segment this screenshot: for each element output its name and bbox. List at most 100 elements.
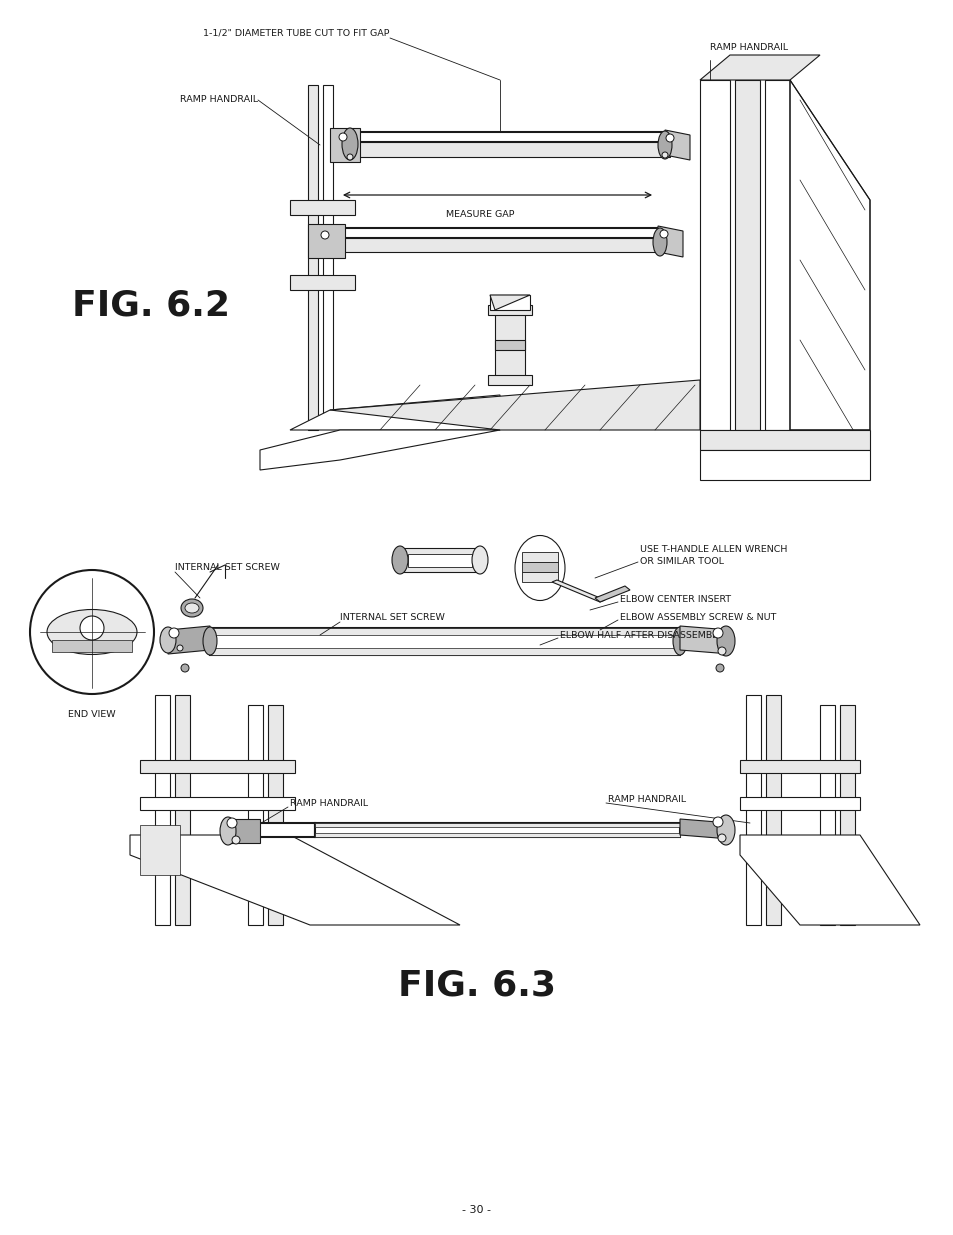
Ellipse shape bbox=[181, 599, 203, 618]
Polygon shape bbox=[734, 80, 760, 430]
Polygon shape bbox=[521, 552, 558, 562]
Text: MEASURE GAP: MEASURE GAP bbox=[445, 210, 514, 219]
Polygon shape bbox=[339, 132, 669, 142]
Ellipse shape bbox=[658, 131, 671, 159]
Text: ELBOW HALF AFTER DISASSEMBLY: ELBOW HALF AFTER DISASSEMBLY bbox=[559, 631, 721, 640]
Polygon shape bbox=[700, 56, 820, 80]
Polygon shape bbox=[740, 797, 859, 810]
Polygon shape bbox=[168, 626, 210, 655]
Circle shape bbox=[712, 818, 722, 827]
Text: ELBOW CENTER INSERT: ELBOW CENTER INSERT bbox=[619, 595, 730, 604]
Ellipse shape bbox=[717, 626, 734, 656]
Polygon shape bbox=[679, 819, 729, 839]
Circle shape bbox=[177, 645, 183, 651]
Circle shape bbox=[718, 647, 725, 655]
Text: ELBOW ASSEMBLY SCREW & NUT: ELBOW ASSEMBLY SCREW & NUT bbox=[619, 614, 776, 622]
Ellipse shape bbox=[515, 536, 564, 600]
Polygon shape bbox=[260, 430, 499, 471]
Ellipse shape bbox=[392, 546, 408, 574]
Polygon shape bbox=[700, 450, 869, 480]
Polygon shape bbox=[225, 819, 260, 844]
Text: RAMP HANDRAIL: RAMP HANDRAIL bbox=[180, 95, 257, 105]
Polygon shape bbox=[740, 835, 919, 925]
Polygon shape bbox=[140, 797, 294, 810]
Polygon shape bbox=[408, 555, 472, 567]
Polygon shape bbox=[521, 572, 558, 582]
Polygon shape bbox=[52, 640, 132, 652]
Ellipse shape bbox=[672, 627, 686, 655]
Polygon shape bbox=[745, 695, 760, 925]
Polygon shape bbox=[488, 305, 532, 315]
Polygon shape bbox=[268, 705, 283, 925]
Text: OR SIMILAR TOOL: OR SIMILAR TOOL bbox=[639, 557, 723, 567]
Circle shape bbox=[181, 664, 189, 672]
Circle shape bbox=[338, 133, 347, 141]
Text: END VIEW: END VIEW bbox=[68, 710, 115, 719]
Ellipse shape bbox=[717, 815, 734, 845]
Polygon shape bbox=[323, 85, 333, 420]
Text: FIG. 6.2: FIG. 6.2 bbox=[71, 288, 230, 322]
Circle shape bbox=[712, 629, 722, 638]
Polygon shape bbox=[290, 275, 355, 290]
Polygon shape bbox=[248, 705, 263, 925]
Polygon shape bbox=[308, 85, 317, 430]
Ellipse shape bbox=[47, 610, 137, 655]
Polygon shape bbox=[490, 295, 530, 310]
Text: RAMP HANDRAIL: RAMP HANDRAIL bbox=[290, 799, 368, 808]
Polygon shape bbox=[490, 295, 530, 310]
Circle shape bbox=[659, 230, 667, 238]
Circle shape bbox=[716, 664, 723, 672]
Polygon shape bbox=[319, 238, 664, 252]
Polygon shape bbox=[552, 580, 604, 601]
Polygon shape bbox=[290, 395, 499, 430]
Polygon shape bbox=[700, 430, 869, 450]
Polygon shape bbox=[740, 760, 859, 773]
Polygon shape bbox=[330, 128, 359, 162]
Ellipse shape bbox=[334, 131, 346, 157]
Ellipse shape bbox=[314, 227, 326, 252]
Polygon shape bbox=[700, 80, 729, 430]
Polygon shape bbox=[521, 562, 558, 572]
Polygon shape bbox=[840, 705, 854, 925]
Circle shape bbox=[30, 571, 153, 694]
Text: FIG. 6.3: FIG. 6.3 bbox=[397, 968, 556, 1002]
Text: 1-1/2" DIAMETER TUBE CUT TO FIT GAP: 1-1/2" DIAMETER TUBE CUT TO FIT GAP bbox=[203, 28, 390, 38]
Polygon shape bbox=[174, 695, 190, 925]
Ellipse shape bbox=[203, 627, 216, 655]
Circle shape bbox=[718, 834, 725, 842]
Polygon shape bbox=[495, 340, 524, 350]
Polygon shape bbox=[314, 823, 679, 837]
Polygon shape bbox=[210, 629, 679, 635]
Polygon shape bbox=[339, 142, 669, 157]
Ellipse shape bbox=[341, 128, 357, 161]
Polygon shape bbox=[789, 80, 869, 430]
Polygon shape bbox=[314, 832, 679, 837]
Circle shape bbox=[661, 152, 667, 158]
Polygon shape bbox=[495, 310, 524, 380]
Polygon shape bbox=[820, 705, 834, 925]
Circle shape bbox=[169, 629, 179, 638]
Text: RAMP HANDRAIL: RAMP HANDRAIL bbox=[709, 43, 787, 52]
Polygon shape bbox=[210, 648, 679, 655]
Polygon shape bbox=[765, 695, 781, 925]
Polygon shape bbox=[130, 835, 459, 925]
Ellipse shape bbox=[220, 818, 235, 845]
Polygon shape bbox=[314, 823, 679, 827]
Polygon shape bbox=[308, 224, 345, 258]
Circle shape bbox=[665, 135, 673, 142]
Polygon shape bbox=[290, 200, 355, 215]
Polygon shape bbox=[154, 695, 170, 925]
Circle shape bbox=[227, 818, 236, 827]
Text: - 30 -: - 30 - bbox=[462, 1205, 491, 1215]
Ellipse shape bbox=[652, 228, 666, 256]
Text: INTERNAL SET SCREW: INTERNAL SET SCREW bbox=[174, 563, 279, 573]
Polygon shape bbox=[330, 380, 700, 430]
Circle shape bbox=[320, 231, 329, 240]
Polygon shape bbox=[764, 80, 789, 430]
Polygon shape bbox=[399, 548, 479, 572]
Polygon shape bbox=[595, 585, 629, 601]
Polygon shape bbox=[140, 760, 294, 773]
Polygon shape bbox=[664, 130, 689, 161]
Ellipse shape bbox=[472, 546, 488, 574]
Text: USE T-HANDLE ALLEN WRENCH: USE T-HANDLE ALLEN WRENCH bbox=[639, 546, 786, 555]
